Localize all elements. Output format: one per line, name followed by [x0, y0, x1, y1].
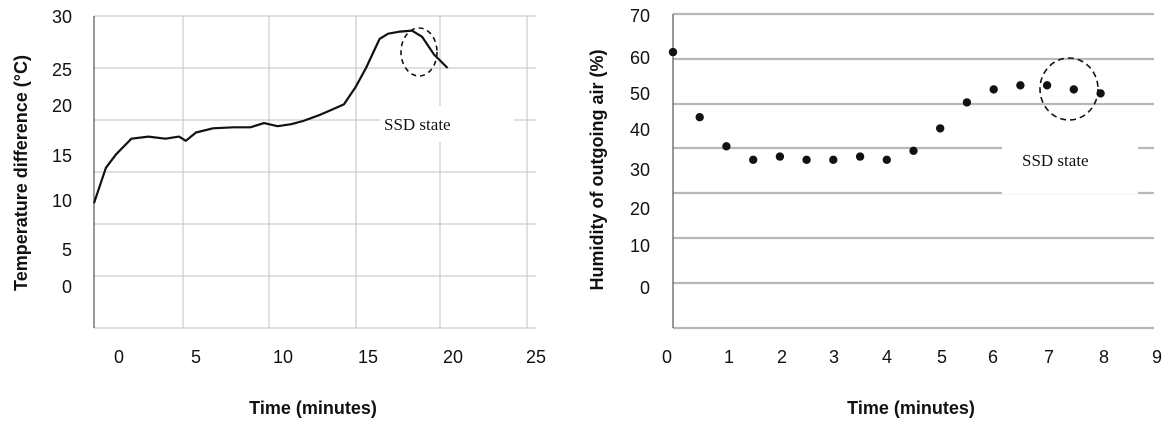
right-y-tick-20: 20	[630, 199, 650, 219]
temperature-series-line	[92, 29, 449, 204]
right-x-tick-0: 0	[662, 347, 672, 367]
right-x-tick-7: 7	[1044, 347, 1054, 367]
humidity-chart: 70 60 50 40 30 20 10 0 0 1 2 3 4 5 6 7 8…	[587, 6, 1162, 418]
left-y-tick-0: 0	[62, 277, 72, 297]
right-y-tick-40: 40	[630, 120, 650, 140]
right-x-axis-title: Time (minutes)	[847, 398, 975, 418]
right-y-axis-title: Humidity of outgoing air (%)	[587, 50, 607, 291]
right-x-tick-1: 1	[724, 347, 734, 367]
right-y-tick-70: 70	[630, 6, 650, 26]
humidity-point	[962, 98, 972, 107]
right-x-tick-5: 5	[937, 347, 947, 367]
left-x-tick-0: 0	[114, 347, 124, 367]
right-x-tick-6: 6	[988, 347, 998, 367]
humidity-point	[668, 47, 678, 57]
right-y-tick-30: 30	[630, 160, 650, 180]
left-y-tick-20: 20	[52, 96, 72, 116]
right-x-tick-3: 3	[829, 347, 839, 367]
left-y-tick-15: 15	[52, 146, 72, 166]
left-x-tick-15: 15	[358, 347, 378, 367]
right-x-tick-8: 8	[1099, 347, 1109, 367]
left-y-tick-10: 10	[52, 191, 72, 211]
humidity-point	[855, 152, 865, 161]
left-y-tick-30: 30	[52, 7, 72, 27]
left-highlight-circle	[400, 27, 438, 77]
right-x-tick-9: 9	[1152, 347, 1162, 367]
humidity-point	[829, 155, 838, 164]
humidity-point	[882, 155, 891, 164]
right-highlight-circle	[1039, 57, 1099, 121]
left-x-tick-20: 20	[443, 347, 463, 367]
humidity-point	[775, 152, 785, 161]
right-annotation-label: SSD state	[1022, 151, 1089, 170]
left-grid	[94, 15, 536, 329]
left-x-tick-10: 10	[273, 347, 293, 367]
right-annotation-box	[1002, 142, 1138, 194]
humidity-point	[695, 113, 704, 122]
humidity-series-points	[668, 47, 1105, 164]
humidity-point	[909, 146, 918, 155]
right-y-tick-60: 60	[630, 48, 650, 68]
left-annotation-box	[380, 106, 514, 142]
humidity-point	[722, 142, 731, 151]
right-y-tick-50: 50	[630, 84, 650, 104]
left-annotation-label: SSD state	[384, 115, 451, 134]
right-y-tick-0: 0	[640, 278, 650, 298]
humidity-point	[1016, 81, 1025, 90]
humidity-point	[989, 85, 998, 94]
left-x-tick-25: 25	[526, 347, 546, 367]
right-x-tick-2: 2	[777, 347, 787, 367]
temperature-chart: 30 25 20 15 10 5 0 0 5 10 15 20 25 SSD s…	[11, 7, 546, 418]
humidity-point	[936, 124, 945, 133]
humidity-point	[749, 155, 758, 164]
right-x-tick-4: 4	[882, 347, 892, 367]
left-x-axis-title: Time (minutes)	[249, 398, 377, 418]
humidity-point	[802, 155, 811, 164]
humidity-point	[1069, 85, 1079, 94]
right-y-tick-10: 10	[630, 236, 650, 256]
left-y-tick-25: 25	[52, 60, 72, 80]
humidity-point	[1042, 81, 1052, 90]
left-y-tick-5: 5	[62, 240, 72, 260]
left-x-tick-5: 5	[191, 347, 201, 367]
left-y-axis-title: Temperature difference (°C)	[11, 55, 31, 291]
